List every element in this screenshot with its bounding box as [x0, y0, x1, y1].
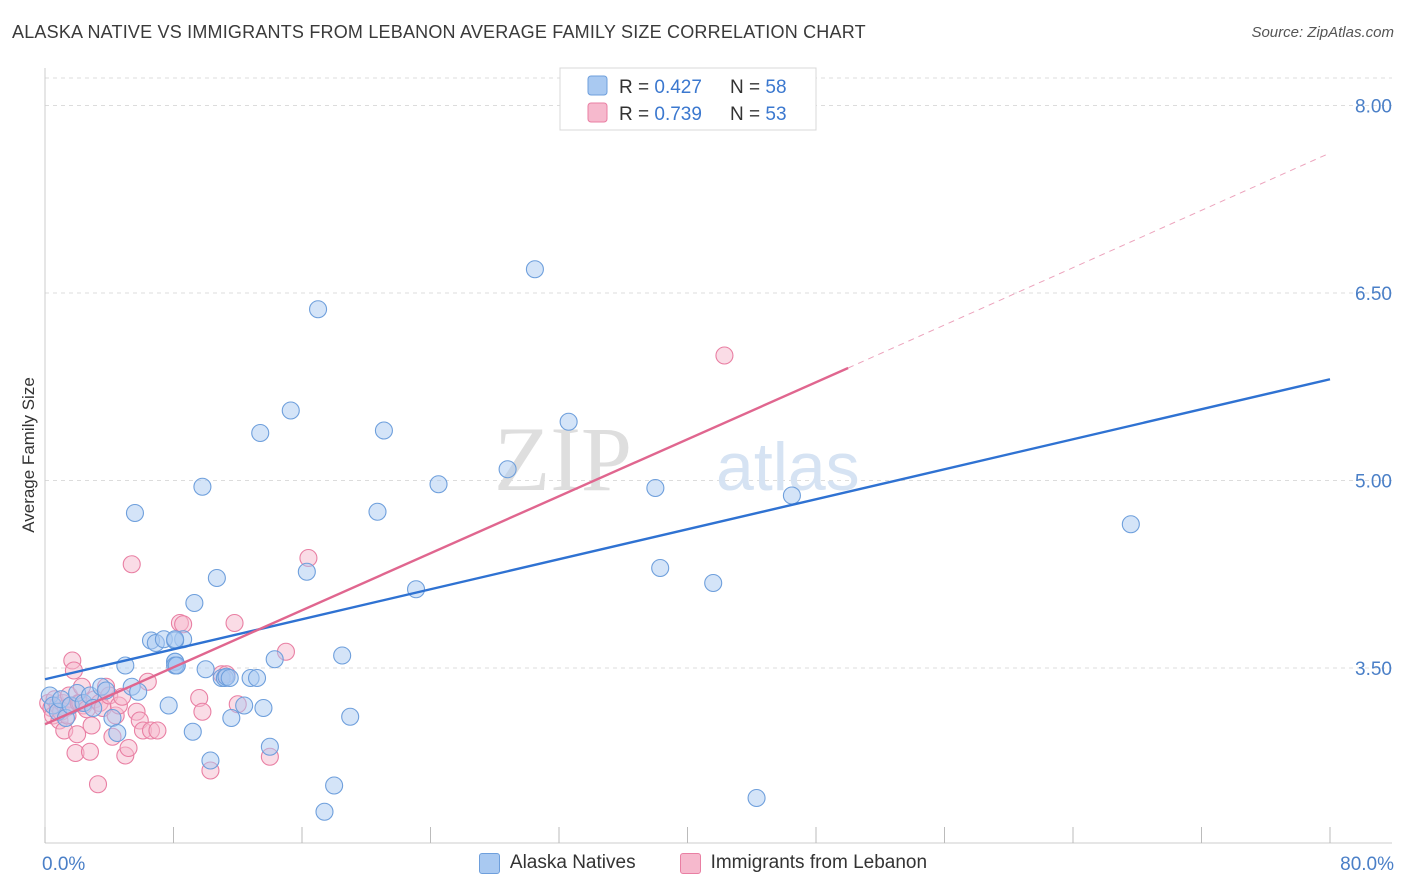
data-point [159, 696, 178, 715]
legend-item-alaska: Alaska Natives [478, 852, 636, 874]
trend-line [44, 366, 849, 726]
svg-text:N = 53: N = 53 [730, 104, 787, 125]
legend-r-value: 0.739 [654, 104, 702, 125]
source-label: Source: ZipAtlas.com [1251, 24, 1394, 41]
legend-n-value: 53 [765, 104, 786, 125]
data-point [225, 613, 244, 633]
y-tick-label: 8.00 [1355, 97, 1392, 118]
x-tick-label: 0.0% [42, 854, 85, 875]
data-point [309, 300, 328, 319]
legend-n-value: 58 [765, 77, 786, 98]
data-point [297, 562, 316, 581]
data-point [704, 573, 723, 593]
data-point [498, 460, 517, 479]
data-point [183, 722, 202, 741]
legend-n-label: N = [730, 104, 765, 125]
data-point [103, 708, 122, 728]
data-point [651, 558, 670, 578]
data-point [254, 698, 273, 718]
data-point [525, 260, 544, 279]
data-point [1121, 515, 1140, 534]
svg-text:R = 0.427: R = 0.427 [619, 77, 702, 98]
data-point [80, 742, 100, 761]
data-point [88, 775, 108, 794]
y-tick-label: 5.00 [1355, 472, 1392, 493]
data-point [207, 568, 226, 588]
data-point [315, 802, 334, 821]
data-point [341, 707, 360, 726]
data-point [374, 421, 393, 440]
data-point [251, 423, 270, 443]
data-point [646, 478, 665, 498]
data-point [429, 475, 448, 494]
y-tick-label: 3.50 [1355, 659, 1392, 680]
data-point [108, 723, 127, 743]
data-point [82, 716, 101, 735]
legend-label-alaska: Alaska Natives [509, 852, 636, 873]
legend-swatch-alaska [478, 852, 500, 874]
data-point [193, 702, 212, 721]
data-point [325, 776, 344, 795]
x-tick-labels: 0.0% 80.0% [42, 854, 1394, 875]
data-point [715, 346, 734, 365]
watermark: ZIP atlas [494, 408, 860, 510]
data-point [68, 725, 87, 744]
data-point [222, 708, 241, 728]
chart-title: ALASKA NATIVE VS IMMIGRANTS FROM LEBANON… [12, 22, 866, 42]
data-point [559, 412, 578, 431]
legend-r-value: 0.427 [654, 77, 702, 98]
legend-swatch-lebanon [679, 852, 701, 874]
x-tick-label: 80.0% [1340, 854, 1394, 875]
data-point [281, 401, 300, 420]
legend-r-label: R = [619, 104, 654, 125]
legend-label-lebanon: Immigrants from Lebanon [710, 852, 928, 873]
trend-lines [44, 152, 1331, 726]
data-point [247, 668, 267, 688]
svg-text:R = 0.739: R = 0.739 [619, 104, 702, 125]
data-point [333, 646, 352, 665]
y-tick-labels: 3.50 5.00 6.50 8.00 [1355, 97, 1392, 681]
data-point [220, 668, 239, 688]
data-point [747, 788, 766, 808]
trend-line-extension [847, 152, 1331, 369]
data-point [196, 660, 215, 679]
legend-n-label: N = [730, 77, 765, 98]
data-point [119, 738, 138, 758]
data-point [782, 486, 801, 505]
legend-swatch-blue [587, 75, 608, 96]
data-point [122, 555, 141, 574]
data-point [260, 737, 279, 756]
data-point [125, 503, 144, 523]
data-point [368, 502, 387, 521]
legend-r-label: R = [619, 77, 654, 98]
data-point [148, 721, 167, 740]
data-point [185, 593, 204, 613]
y-axis-label: Average Family Size [19, 377, 38, 533]
stats-legend: R = 0.427 N = 58 R = 0.739 N = 53 [559, 67, 817, 131]
data-point [193, 477, 212, 496]
series-legend: Alaska Natives Immigrants from Lebanon [0, 852, 1406, 874]
data-point [235, 696, 254, 715]
data-point [265, 650, 284, 669]
legend-item-lebanon: Immigrants from Lebanon [679, 852, 928, 874]
series-alaska-points [40, 260, 1140, 821]
y-tick-label: 6.50 [1355, 284, 1392, 305]
data-point [201, 751, 220, 770]
data-point [166, 630, 185, 649]
svg-text:N = 58: N = 58 [730, 77, 787, 98]
legend-swatch-pink [587, 102, 608, 123]
